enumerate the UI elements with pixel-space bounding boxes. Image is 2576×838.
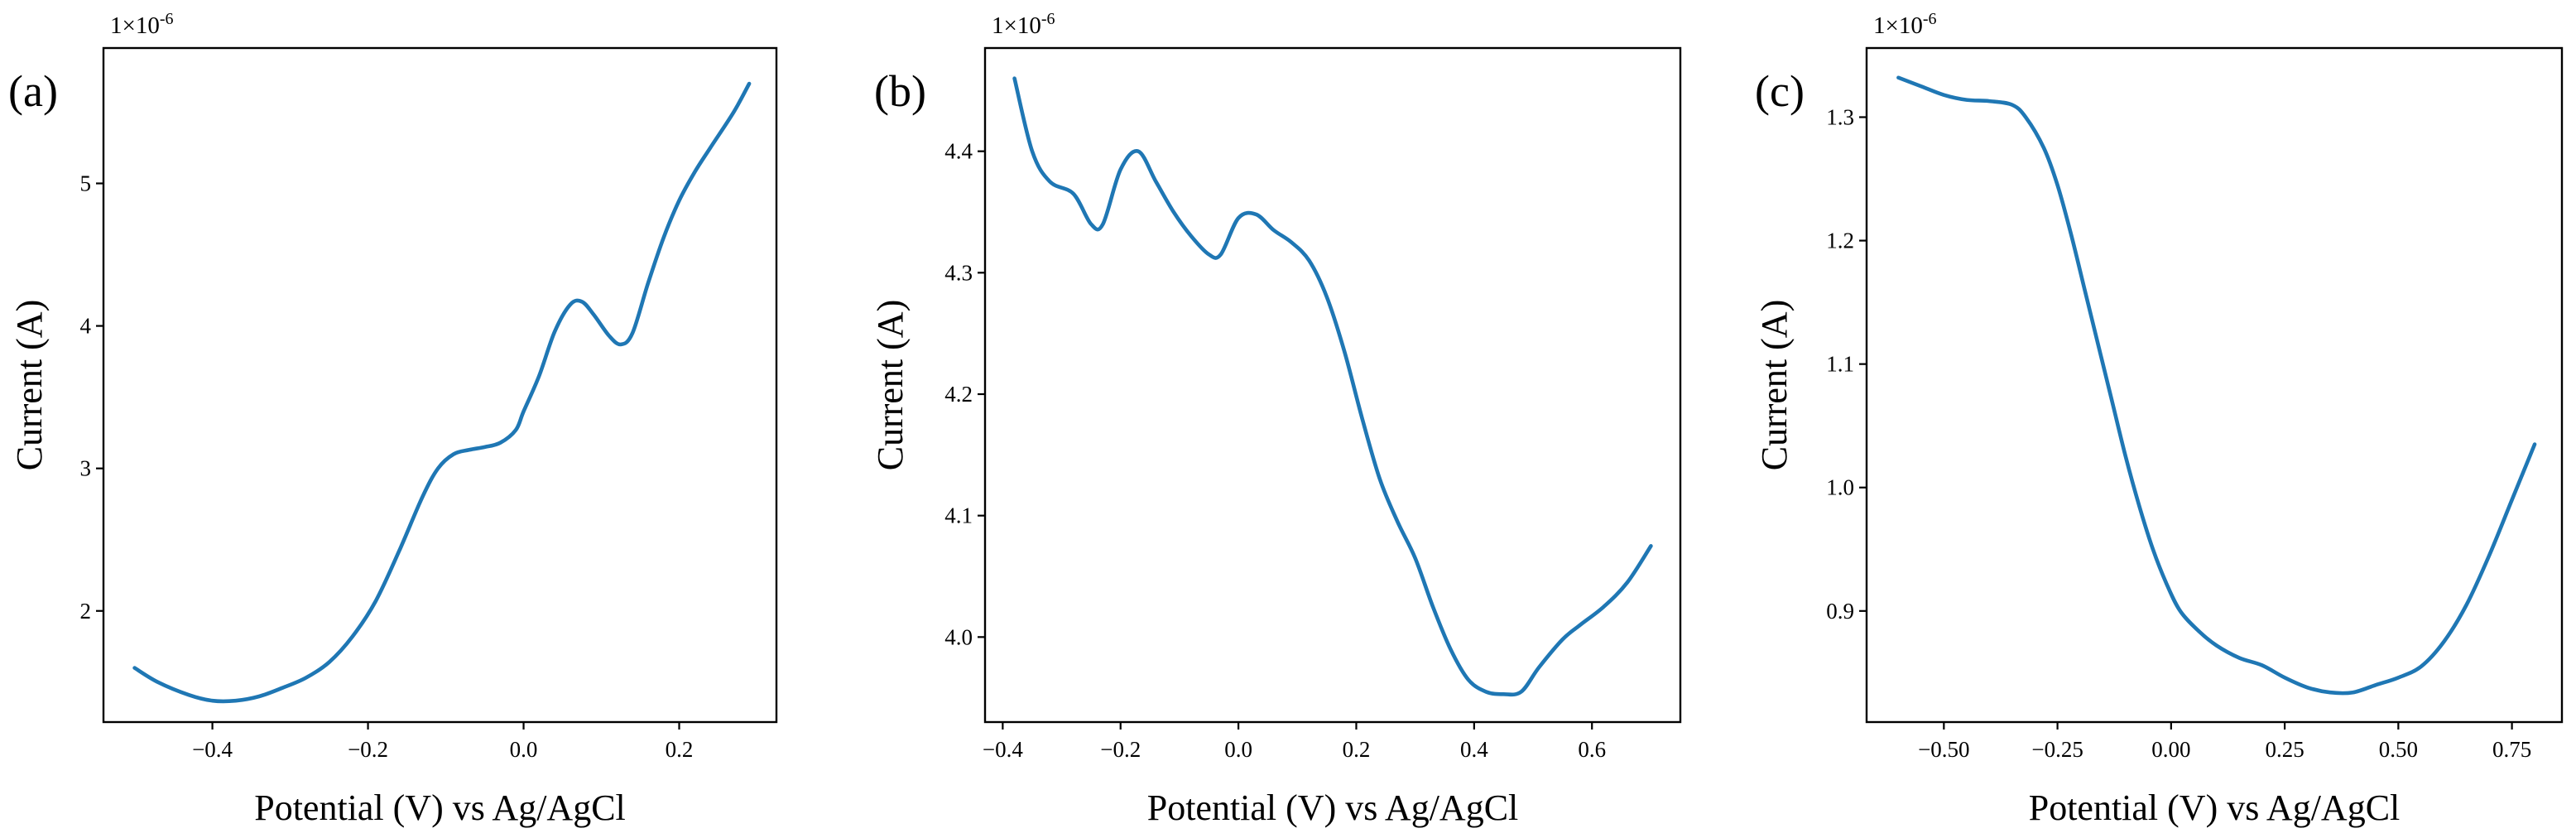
x-tick-label: −0.25 <box>2031 737 2083 762</box>
x-axis-label: Potential (V) vs Ag/AgCl <box>254 787 626 828</box>
y-tick-label: 1.1 <box>1826 352 1854 377</box>
x-tick-label: 0.4 <box>1460 737 1488 762</box>
x-tick-label: 0.0 <box>510 737 538 762</box>
x-tick-label: −0.2 <box>348 737 388 762</box>
x-tick-label: 0.25 <box>2265 737 2304 762</box>
offset-label: 1×10-6 <box>110 10 174 39</box>
y-tick-label: 4.2 <box>944 382 973 407</box>
offset-base: 1×10 <box>1873 12 1923 39</box>
x-tick-label: 0.75 <box>2492 737 2531 762</box>
axes-frame <box>983 46 1682 724</box>
x-axis-label: Potential (V) vs Ag/AgCl <box>2029 787 2401 828</box>
y-tick-label: 4 <box>80 314 92 339</box>
y-tick-label: 4.0 <box>944 624 973 649</box>
series-line <box>132 81 752 704</box>
x-tick-label: −0.50 <box>1918 737 1969 762</box>
axes-frame <box>1865 46 2564 724</box>
y-tick-label: 2 <box>80 599 92 624</box>
y-tick-label: 4.1 <box>944 503 973 528</box>
y-axis-label: Current (A) <box>1754 300 1795 471</box>
panel-label: (c) <box>1755 66 1805 116</box>
x-tick-label: −0.2 <box>1100 737 1141 762</box>
y-axis-label: Current (A) <box>9 300 50 471</box>
x-tick-label: 0.0 <box>1224 737 1252 762</box>
series-line <box>1012 76 1653 697</box>
x-tick-label: 0.50 <box>2379 737 2418 762</box>
y-tick-label: 4.3 <box>944 260 973 285</box>
series-line <box>1896 75 2537 696</box>
x-tick-label: −0.4 <box>983 737 1023 762</box>
x-tick-label: 0.2 <box>1343 737 1371 762</box>
panel-label: (b) <box>874 66 926 116</box>
panel-a: −0.4 −0.2 0.0 0.2 2 3 4 5 1×10-6 Potential (V) vs… <box>8 10 778 828</box>
panel-b: −0.4 −0.2 0.0 0.2 0.4 0.6 4.0 4.1 4.2 4.3 4.4 1×10-… <box>870 10 1682 828</box>
y-tick-label: 3 <box>80 456 92 481</box>
y-tick-label: 1.0 <box>1826 475 1854 500</box>
y-tick-label: 0.9 <box>1826 599 1854 624</box>
offset-exponent: -6 <box>1923 10 1937 28</box>
offset-exponent: -6 <box>1041 10 1055 28</box>
offset-base: 1×10 <box>110 12 160 39</box>
x-tick-label: 0.00 <box>2151 737 2190 762</box>
panel-c: −0.50 −0.25 0.00 0.25 0.50 0.75 0.9 1.0 1.1 1.2 1.… <box>1754 10 2564 828</box>
offset-label: 1×10-6 <box>992 10 1055 39</box>
x-axis-label: Potential (V) vs Ag/AgCl <box>1147 787 1519 828</box>
y-tick-label: 5 <box>80 171 92 195</box>
y-tick-label: 4.4 <box>944 139 973 164</box>
y-axis-label: Current (A) <box>870 300 911 471</box>
x-tick-label: 0.6 <box>1578 737 1606 762</box>
offset-base: 1×10 <box>992 12 1041 39</box>
y-tick-label: 1.2 <box>1826 229 1854 253</box>
offset-exponent: -6 <box>160 10 174 28</box>
x-tick-label: 0.2 <box>666 737 694 762</box>
offset-label: 1×10-6 <box>1873 10 1937 39</box>
y-tick-label: 1.3 <box>1826 104 1854 129</box>
axes-frame <box>102 46 778 724</box>
x-tick-label: −0.4 <box>192 737 233 762</box>
panel-label: (a) <box>8 66 58 116</box>
